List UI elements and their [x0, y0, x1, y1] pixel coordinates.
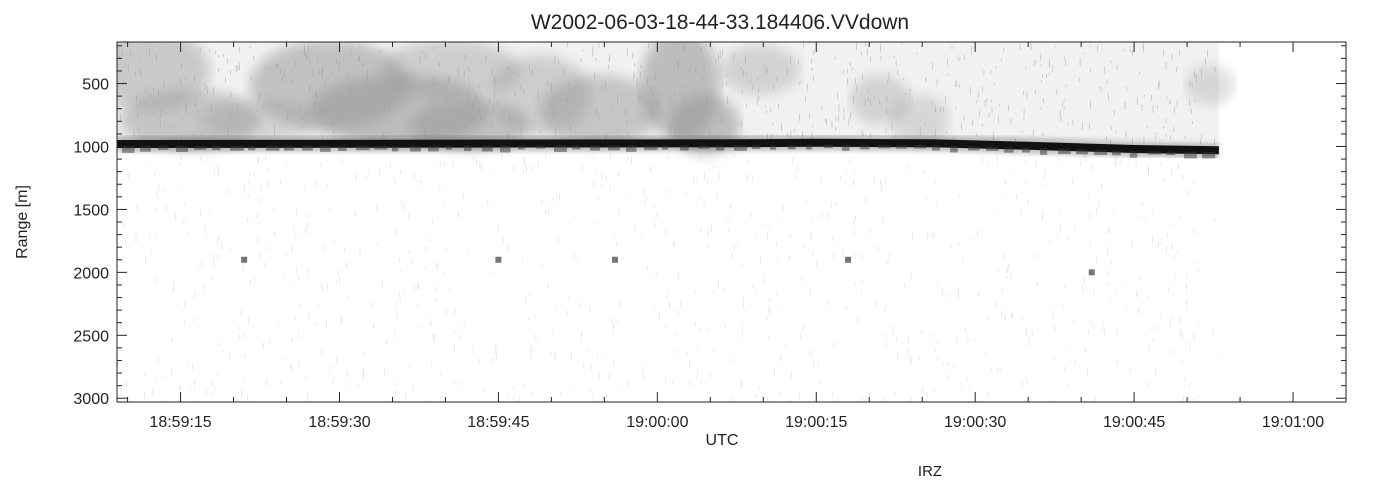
layer-texture [662, 145, 669, 150]
layer-texture [428, 145, 439, 152]
layer-texture [1130, 150, 1138, 158]
x-axis-label: UTC [706, 432, 739, 449]
layer-texture [914, 145, 927, 149]
layer-texture [464, 145, 472, 152]
layer-texture [716, 145, 725, 151]
cloud-blob [200, 100, 320, 140]
layer-texture [986, 146, 999, 151]
layer-texture [284, 145, 294, 151]
layer-texture [608, 145, 621, 151]
isolated-point [241, 256, 248, 263]
y-tick-label: 2500 [73, 328, 109, 345]
strong-layer-core [117, 138, 1219, 155]
cloud-blob [380, 42, 520, 100]
layer-texture [1076, 149, 1089, 155]
layer-texture [950, 145, 958, 153]
layer-texture [752, 145, 761, 149]
layer-texture [770, 145, 777, 150]
layer-texture [860, 144, 870, 150]
x-tick-label: 19:00:45 [1103, 414, 1165, 431]
layer-texture [590, 145, 601, 151]
layer-texture [698, 145, 710, 149]
layer-texture [176, 145, 189, 152]
chart-title: W2002-06-03-18-44-33.184406.VVdown [531, 11, 909, 34]
cloud-blob [540, 75, 660, 145]
y-tick-label: 500 [82, 77, 109, 94]
speckle-noise [117, 42, 1219, 402]
layer-texture [356, 145, 370, 151]
x-axis: 18:59:15 18:59:30 18:59:45 19:00:00 19:00:15… [127, 42, 1347, 431]
y-tick-label: 3000 [73, 391, 109, 408]
layer-texture [644, 145, 658, 151]
strong-layer [117, 134, 1220, 159]
layer-texture [248, 145, 256, 151]
layer-texture [500, 145, 511, 153]
y-axis-label: Range [m] [14, 185, 31, 259]
layer-texture [554, 145, 567, 153]
layer-texture [266, 145, 280, 151]
x-tick-label: 18:59:45 [467, 414, 529, 431]
layer-texture [932, 145, 940, 151]
x-tick-label: 19:00:15 [785, 414, 847, 431]
layer-texture [1004, 147, 1014, 153]
layer-texture [1202, 152, 1216, 159]
layer-texture [824, 144, 833, 149]
footer-label: IRZ [918, 463, 942, 476]
x-tick-label: 18:59:15 [149, 414, 211, 431]
y-tick-label: 1500 [73, 202, 109, 219]
layer-texture [1094, 149, 1108, 155]
y-tick-label: 2000 [73, 265, 109, 282]
cloud-blob [720, 45, 800, 95]
cloud-blob [1185, 65, 1235, 105]
layer-texture [392, 145, 399, 152]
layer-texture [878, 145, 891, 149]
layer-texture [410, 145, 421, 152]
layer-texture [896, 145, 907, 149]
layer-texture [680, 145, 689, 151]
layer-texture [338, 145, 347, 152]
layer-texture [734, 145, 748, 151]
layer-texture [1184, 151, 1197, 159]
layer-texture [788, 144, 796, 150]
layer-texture [1040, 148, 1048, 155]
layer-texture [446, 145, 453, 150]
isolated-point [611, 256, 618, 263]
layer-texture [482, 145, 493, 152]
layer-texture [1112, 150, 1121, 156]
layer-texture [302, 145, 313, 151]
layer-texture [374, 145, 388, 150]
y-axis: 500 1000 1500 2000 2500 3000 [73, 45, 1346, 408]
layer-texture [536, 145, 546, 149]
isolated-point [845, 256, 852, 263]
x-tick-label: 19:00:00 [626, 414, 688, 431]
x-tick-label: 19:00:30 [944, 414, 1006, 431]
isolated-point [1088, 269, 1095, 276]
layer-texture [194, 145, 207, 150]
layer-texture [518, 145, 525, 150]
isolated-point [495, 256, 502, 263]
layer-texture [212, 145, 221, 151]
x-tick-label: 19:01:00 [1262, 414, 1324, 431]
layer-texture [1022, 147, 1031, 153]
layer-texture [1058, 148, 1071, 155]
layer-texture [842, 144, 850, 151]
layer-texture [1166, 151, 1176, 156]
layer-texture [968, 146, 980, 151]
layer-texture [140, 145, 151, 152]
x-tick-label: 18:59:30 [308, 414, 370, 431]
layer-texture [230, 145, 244, 151]
layer-texture [158, 145, 169, 150]
layer-texture [572, 145, 581, 150]
layer-texture [122, 145, 135, 153]
heatmap-image [117, 42, 1235, 402]
layer-texture [320, 145, 331, 152]
layer-texture [626, 145, 637, 152]
layer-texture [806, 144, 813, 150]
layer-texture [1148, 151, 1162, 155]
y-tick-label: 1000 [73, 139, 109, 156]
